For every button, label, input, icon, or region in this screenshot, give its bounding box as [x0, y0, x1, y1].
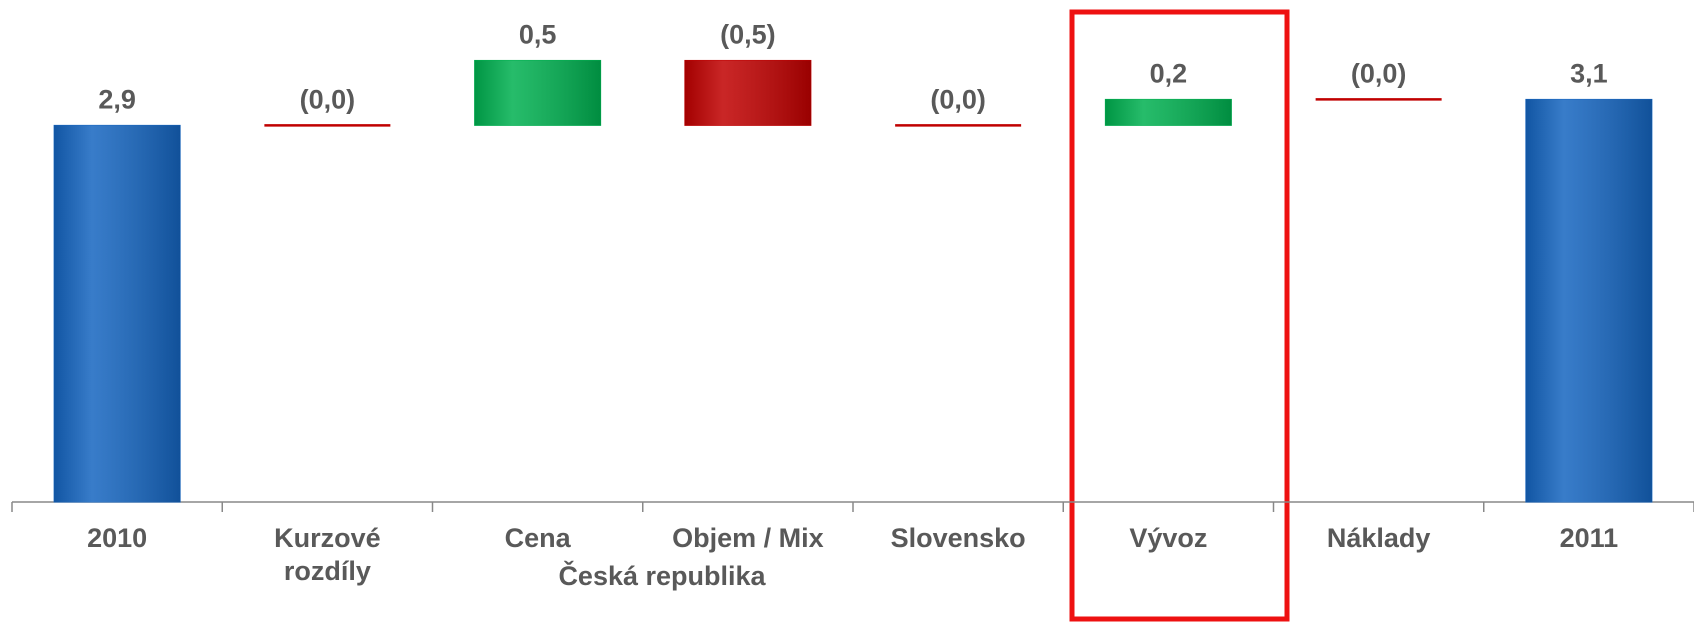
group-label: Česká republika	[558, 560, 766, 591]
value-label: 2,9	[98, 85, 136, 115]
x-tick-label: Náklady	[1327, 523, 1431, 553]
bar-shade	[1525, 99, 1652, 503]
value-label: (0,5)	[720, 20, 776, 50]
x-tick-label: Cena	[505, 523, 572, 553]
value-label: (0,0)	[1351, 59, 1407, 89]
value-label: 3,1	[1570, 59, 1608, 89]
value-label: 0,5	[519, 20, 557, 50]
bar-shade	[474, 60, 601, 126]
x-tick-label: Kurzové rozdíly	[274, 523, 381, 586]
x-tick-label: 2011	[1560, 523, 1619, 553]
bar-shade	[54, 125, 181, 503]
x-tick-label: Vývoz	[1129, 523, 1207, 553]
x-tick-label: Objem / Mix	[672, 523, 824, 553]
highlight-box	[1069, 9, 1290, 622]
bar-shade	[1105, 99, 1232, 126]
bar-shade	[684, 60, 811, 126]
value-label: (0,0)	[930, 85, 986, 115]
x-tick-label: 2010	[87, 523, 147, 553]
value-label: 0,2	[1150, 59, 1188, 89]
x-tick-label: Slovensko	[891, 523, 1026, 553]
value-label: (0,0)	[300, 85, 356, 115]
